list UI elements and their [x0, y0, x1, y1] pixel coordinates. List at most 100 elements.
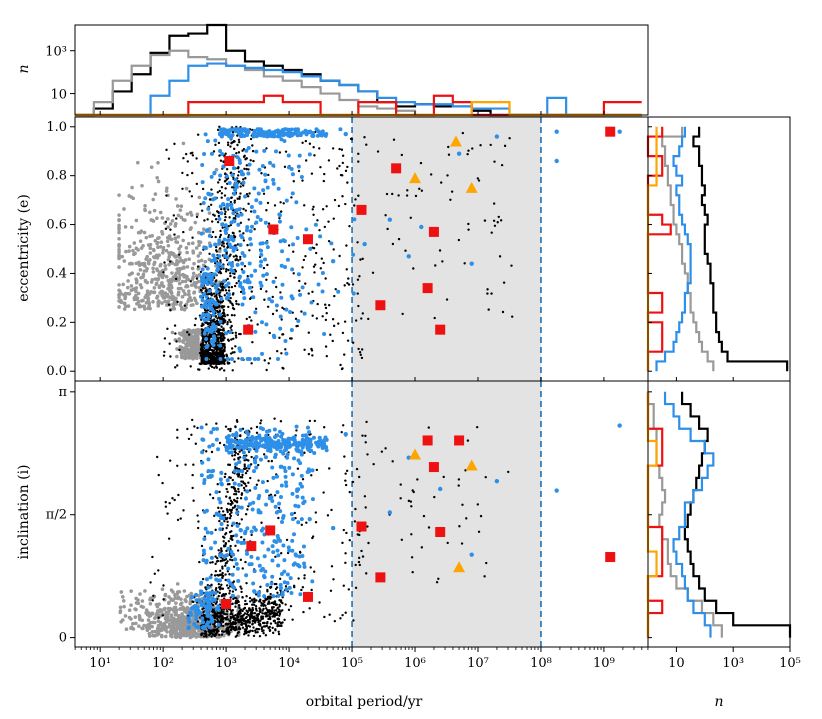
inc-black-point	[164, 500, 167, 504]
ecc-black-point	[338, 164, 341, 168]
ecc-grey-point	[177, 247, 181, 251]
inc-black-point	[457, 484, 460, 487]
inc-blue-point	[310, 497, 315, 502]
inc-black-point	[410, 556, 414, 559]
ecc-grey-point	[163, 299, 167, 304]
ecc-black-point	[367, 317, 370, 321]
ecc-black-point	[237, 166, 240, 169]
ecc-grey-point	[168, 289, 172, 294]
inc-grey-point	[168, 630, 173, 634]
ecc-black-point	[173, 233, 176, 236]
ecc-black-point	[231, 130, 235, 134]
ecc-grey-point	[189, 344, 193, 349]
ecc-grey-point	[156, 300, 161, 304]
inc-black-point	[221, 587, 225, 590]
ecc-blue-point	[302, 311, 307, 316]
ecc-grey-point	[118, 289, 122, 294]
ecc-black-point	[216, 220, 220, 224]
ecc-black-point	[217, 181, 220, 184]
ecc-blue-point	[203, 301, 208, 306]
ecc-black-point	[281, 306, 284, 309]
inc-black-point	[222, 594, 226, 597]
ecc-red-square	[224, 156, 235, 166]
ecc-black-point	[450, 190, 454, 193]
ecc-black-point	[351, 341, 355, 344]
ecc-blue-point	[254, 220, 259, 225]
inc-grey-point	[144, 608, 149, 612]
ecc-blue-point	[263, 178, 268, 183]
inc-black-point	[233, 453, 237, 457]
ecc-black-point	[343, 284, 346, 287]
ecc-black-point	[230, 338, 233, 341]
inc-black-point	[234, 605, 237, 608]
ecc-blue-point	[318, 234, 323, 239]
inc-black-point	[300, 588, 303, 592]
ecc-grey-point	[184, 337, 189, 342]
inc-black-point	[308, 419, 312, 423]
inc-black-point	[229, 615, 232, 619]
ecc-blue-point	[274, 303, 279, 308]
ecc-black-point	[440, 181, 443, 184]
inc-black-point	[227, 539, 230, 543]
ecc-black-point	[212, 292, 216, 295]
ecc-black-point	[199, 202, 202, 206]
inc-black-point	[229, 628, 233, 632]
ecc-black-point	[230, 186, 234, 189]
inc-shaded-band	[352, 381, 541, 647]
ecc-black-point	[247, 202, 250, 206]
inc-black-point	[229, 544, 232, 548]
ecc-black-point	[227, 225, 230, 228]
inc-black-point	[242, 622, 246, 625]
ecc-black-point	[181, 171, 184, 175]
ecc-blue-point	[219, 296, 224, 301]
inc-grey-point	[146, 618, 151, 622]
inc-black-point	[215, 613, 218, 616]
ecc-black-point	[221, 342, 225, 346]
inc-black-point	[196, 526, 200, 530]
ecc-blue-point	[209, 307, 214, 312]
ecc-grey-point	[147, 210, 152, 215]
inc-black-point	[254, 605, 258, 608]
ecc-grey-point	[169, 279, 174, 284]
ecc-blue-point	[308, 246, 313, 251]
ecc-grey-point	[148, 258, 152, 262]
ecc-black-point	[356, 292, 359, 295]
ecc-blue-point	[251, 295, 256, 300]
ecc-black-point	[239, 258, 242, 261]
inc-black-point	[273, 619, 276, 623]
inc-black-point	[318, 601, 321, 604]
ecc-black-point	[252, 159, 255, 163]
inc-black-point	[228, 497, 231, 500]
ecc-black-point	[175, 217, 178, 220]
ecc-black-point	[200, 328, 204, 331]
ecc-blue-point	[320, 270, 325, 275]
ecc-blue-point	[294, 200, 299, 205]
ecc-black-point	[357, 152, 360, 156]
ecc-grey-point	[189, 354, 193, 359]
inc-black-point	[233, 626, 236, 630]
ecc-grey-point	[199, 258, 204, 263]
ecc-black-point	[203, 219, 206, 222]
inc-black-point	[220, 506, 223, 510]
inc-black-point	[241, 626, 245, 629]
ecc-black-point	[213, 318, 216, 321]
ecc-blue-point	[219, 130, 224, 135]
ecc-black-point	[187, 333, 191, 336]
inc-black-point	[236, 616, 239, 619]
inc-black-point	[214, 528, 217, 532]
ecc-black-point	[429, 173, 433, 176]
inc-black-point	[201, 577, 205, 581]
ecc-grey-point	[139, 276, 143, 280]
ecc-black-point	[358, 350, 362, 354]
inc-black-point	[372, 462, 375, 466]
ecc-black-point	[222, 242, 225, 245]
inc-blue-point	[208, 575, 213, 580]
inc-black-point	[461, 503, 464, 507]
inc-black-point	[219, 547, 223, 550]
ecc-black-point	[219, 259, 222, 262]
ecc-grey-point	[173, 221, 178, 226]
ecc-black-point	[345, 244, 348, 247]
ecc-blue-point	[200, 180, 205, 185]
ecc-blue-point	[280, 282, 285, 287]
ecc-grey-point	[184, 353, 189, 358]
